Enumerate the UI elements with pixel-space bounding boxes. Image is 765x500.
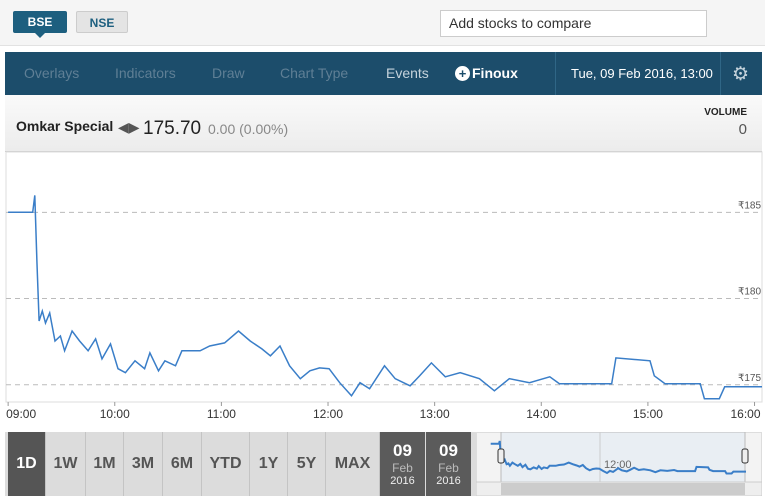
datetime: Tue, 09 Feb 2016, 13:00: [571, 66, 713, 81]
y-tick-label: ₹175: [738, 373, 761, 384]
range-button[interactable]: 1Y: [250, 432, 288, 496]
exchange-button[interactable]: NSE: [76, 11, 128, 33]
x-tick-label: 12:00: [313, 407, 343, 421]
compare-input[interactable]: Add stocks to compare: [440, 10, 707, 37]
x-tick-label: 10:00: [100, 407, 130, 421]
volume: 0: [738, 121, 747, 138]
date-year: 2016: [390, 475, 415, 487]
scrollbar-thumb[interactable]: [501, 483, 745, 495]
range-button[interactable]: 1M: [86, 432, 124, 496]
change-arrows: ◀▶: [118, 119, 140, 135]
range-button[interactable]: 3M: [124, 432, 163, 496]
range-button[interactable]: 5Y: [288, 432, 326, 496]
navigator-handle[interactable]: [497, 448, 505, 464]
date-day: 09: [393, 441, 412, 460]
range-button[interactable]: YTD: [202, 432, 250, 496]
x-tick-label: 11:00: [207, 407, 236, 421]
settings-icon[interactable]: ⚙: [732, 64, 750, 85]
date-day: 09: [439, 441, 458, 460]
navigator-label: 12:00: [604, 459, 632, 471]
navigator-selection: [500, 432, 746, 483]
date-month: Feb: [392, 461, 413, 475]
x-tick-label: 14:00: [526, 407, 556, 421]
date-month: Feb: [438, 461, 459, 475]
navigator-chart: 12:00: [476, 432, 762, 496]
separator: [555, 52, 556, 95]
x-tick-label: 15:00: [633, 407, 663, 421]
toolbar-item[interactable]: Events: [386, 65, 429, 81]
separator: [720, 52, 721, 95]
x-tick-label: 16:00: [731, 407, 761, 421]
volume-label: VOLUME: [704, 107, 747, 118]
date-picker[interactable]: 09 Feb 2016: [426, 432, 471, 496]
navigator-handle[interactable]: [741, 448, 749, 464]
y-tick-label: ₹185: [738, 200, 761, 211]
toolbar-item[interactable]: Overlays: [24, 65, 80, 81]
logo-icon: +: [455, 66, 470, 81]
active-pointer: [35, 33, 45, 38]
price-change: 0.00 (0.00%): [208, 121, 289, 137]
toolbar: [5, 52, 762, 95]
toolbar-item[interactable]: Draw: [212, 65, 245, 81]
y-tick-label: ₹180: [738, 287, 761, 298]
toolbar-item[interactable]: Indicators: [115, 65, 176, 81]
price-line: [490, 440, 746, 475]
range-button[interactable]: MAX: [326, 432, 380, 496]
range-button[interactable]: 1D: [8, 432, 46, 496]
range-button[interactable]: 1W: [46, 432, 86, 496]
price: 175.70: [143, 118, 202, 139]
x-tick-label: 13:00: [420, 407, 450, 421]
price-line: [8, 195, 762, 400]
logo: Finoux: [472, 65, 518, 81]
date-picker[interactable]: 09 Feb 2016: [380, 432, 425, 496]
quote-bar: [5, 95, 762, 152]
date-year: 2016: [436, 475, 461, 487]
x-tick-label: 09:00: [6, 407, 36, 421]
plot-area: [5, 151, 763, 403]
stock-name: Omkar Special: [16, 118, 114, 134]
toolbar-item[interactable]: Chart Type: [280, 65, 349, 81]
exchange-button[interactable]: BSE: [13, 11, 67, 33]
range-button[interactable]: 6M: [163, 432, 202, 496]
